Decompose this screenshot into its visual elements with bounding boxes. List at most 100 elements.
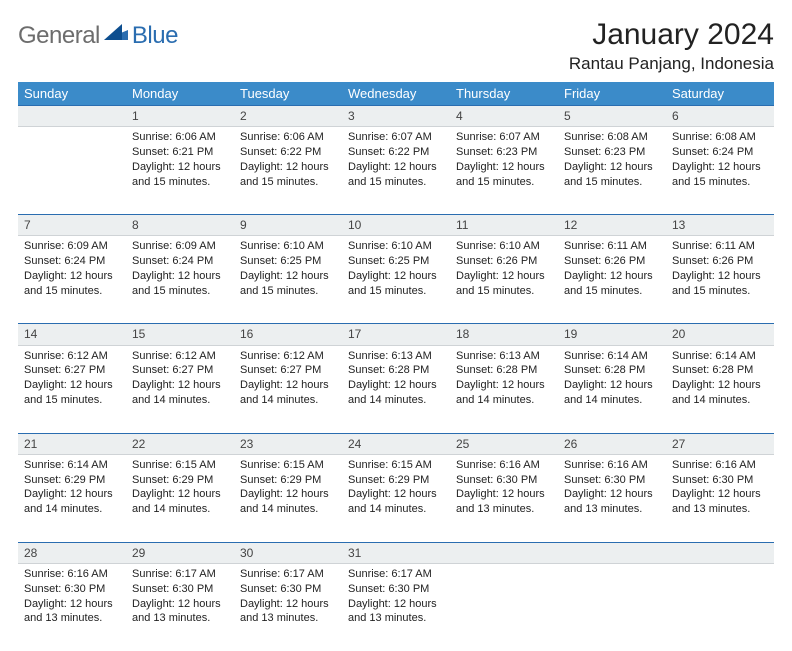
daylight-line: Daylight: 12 hours and 14 minutes. bbox=[672, 378, 768, 408]
day-details: Sunrise: 6:12 AMSunset: 6:27 PMDaylight:… bbox=[234, 346, 342, 414]
day-number-cell: 13 bbox=[666, 215, 774, 236]
day-details-row: Sunrise: 6:06 AMSunset: 6:21 PMDaylight:… bbox=[18, 127, 774, 215]
day-details-cell: Sunrise: 6:07 AMSunset: 6:22 PMDaylight:… bbox=[342, 127, 450, 215]
day-details-cell: Sunrise: 6:16 AMSunset: 6:30 PMDaylight:… bbox=[666, 454, 774, 542]
sunrise-line: Sunrise: 6:14 AM bbox=[24, 458, 120, 473]
sunset-line: Sunset: 6:30 PM bbox=[132, 582, 228, 597]
day-details-cell bbox=[18, 127, 126, 215]
day-details: Sunrise: 6:09 AMSunset: 6:24 PMDaylight:… bbox=[126, 236, 234, 304]
day-details-cell: Sunrise: 6:10 AMSunset: 6:25 PMDaylight:… bbox=[342, 236, 450, 324]
sunset-line: Sunset: 6:25 PM bbox=[348, 254, 444, 269]
sunrise-line: Sunrise: 6:08 AM bbox=[672, 130, 768, 145]
sunset-line: Sunset: 6:27 PM bbox=[240, 363, 336, 378]
day-number-cell: 4 bbox=[450, 106, 558, 127]
daylight-line: Daylight: 12 hours and 13 minutes. bbox=[564, 487, 660, 517]
day-details: Sunrise: 6:11 AMSunset: 6:26 PMDaylight:… bbox=[666, 236, 774, 304]
day-details: Sunrise: 6:14 AMSunset: 6:29 PMDaylight:… bbox=[18, 455, 126, 523]
day-number-cell bbox=[666, 542, 774, 563]
day-number-cell: 24 bbox=[342, 433, 450, 454]
day-number-cell: 30 bbox=[234, 542, 342, 563]
day-number-cell: 17 bbox=[342, 324, 450, 345]
sunrise-line: Sunrise: 6:17 AM bbox=[348, 567, 444, 582]
page-title: January 2024 bbox=[569, 18, 774, 52]
day-details-row: Sunrise: 6:16 AMSunset: 6:30 PMDaylight:… bbox=[18, 563, 774, 651]
sunrise-line: Sunrise: 6:13 AM bbox=[348, 349, 444, 364]
sunrise-line: Sunrise: 6:07 AM bbox=[348, 130, 444, 145]
sunrise-line: Sunrise: 6:10 AM bbox=[240, 239, 336, 254]
day-details: Sunrise: 6:17 AMSunset: 6:30 PMDaylight:… bbox=[342, 564, 450, 632]
sunrise-line: Sunrise: 6:08 AM bbox=[564, 130, 660, 145]
sunset-line: Sunset: 6:27 PM bbox=[24, 363, 120, 378]
sunrise-line: Sunrise: 6:16 AM bbox=[672, 458, 768, 473]
day-number-cell: 8 bbox=[126, 215, 234, 236]
day-details: Sunrise: 6:13 AMSunset: 6:28 PMDaylight:… bbox=[342, 346, 450, 414]
sunrise-line: Sunrise: 6:14 AM bbox=[672, 349, 768, 364]
day-number-cell: 3 bbox=[342, 106, 450, 127]
day-details-cell: Sunrise: 6:16 AMSunset: 6:30 PMDaylight:… bbox=[18, 563, 126, 651]
sunrise-line: Sunrise: 6:15 AM bbox=[240, 458, 336, 473]
sunrise-line: Sunrise: 6:07 AM bbox=[456, 130, 552, 145]
sunset-line: Sunset: 6:21 PM bbox=[132, 145, 228, 160]
day-details: Sunrise: 6:10 AMSunset: 6:25 PMDaylight:… bbox=[234, 236, 342, 304]
sunset-line: Sunset: 6:29 PM bbox=[132, 473, 228, 488]
sunrise-line: Sunrise: 6:06 AM bbox=[132, 130, 228, 145]
daylight-line: Daylight: 12 hours and 15 minutes. bbox=[564, 269, 660, 299]
location: Rantau Panjang, Indonesia bbox=[569, 54, 774, 74]
day-number-cell: 6 bbox=[666, 106, 774, 127]
sunset-line: Sunset: 6:30 PM bbox=[564, 473, 660, 488]
sunrise-line: Sunrise: 6:12 AM bbox=[132, 349, 228, 364]
day-number-cell: 23 bbox=[234, 433, 342, 454]
day-number-cell: 27 bbox=[666, 433, 774, 454]
daylight-line: Daylight: 12 hours and 15 minutes. bbox=[24, 269, 120, 299]
day-number-cell: 21 bbox=[18, 433, 126, 454]
sunrise-line: Sunrise: 6:11 AM bbox=[564, 239, 660, 254]
day-number-cell bbox=[450, 542, 558, 563]
sunrise-line: Sunrise: 6:12 AM bbox=[240, 349, 336, 364]
sunrise-line: Sunrise: 6:14 AM bbox=[564, 349, 660, 364]
daylight-line: Daylight: 12 hours and 15 minutes. bbox=[240, 269, 336, 299]
day-details: Sunrise: 6:07 AMSunset: 6:23 PMDaylight:… bbox=[450, 127, 558, 195]
day-details-cell: Sunrise: 6:16 AMSunset: 6:30 PMDaylight:… bbox=[450, 454, 558, 542]
sunset-line: Sunset: 6:28 PM bbox=[348, 363, 444, 378]
sunset-line: Sunset: 6:29 PM bbox=[24, 473, 120, 488]
day-number-cell: 14 bbox=[18, 324, 126, 345]
sunset-line: Sunset: 6:29 PM bbox=[240, 473, 336, 488]
sunrise-line: Sunrise: 6:13 AM bbox=[456, 349, 552, 364]
sunset-line: Sunset: 6:30 PM bbox=[456, 473, 552, 488]
day-number-cell: 31 bbox=[342, 542, 450, 563]
day-details-cell: Sunrise: 6:06 AMSunset: 6:22 PMDaylight:… bbox=[234, 127, 342, 215]
day-details: Sunrise: 6:16 AMSunset: 6:30 PMDaylight:… bbox=[666, 455, 774, 523]
day-details-cell bbox=[450, 563, 558, 651]
daylight-line: Daylight: 12 hours and 13 minutes. bbox=[348, 597, 444, 627]
daylight-line: Daylight: 12 hours and 14 minutes. bbox=[564, 378, 660, 408]
sunset-line: Sunset: 6:30 PM bbox=[24, 582, 120, 597]
day-details: Sunrise: 6:14 AMSunset: 6:28 PMDaylight:… bbox=[558, 346, 666, 414]
daylight-line: Daylight: 12 hours and 14 minutes. bbox=[240, 487, 336, 517]
sunset-line: Sunset: 6:22 PM bbox=[348, 145, 444, 160]
day-number-cell: 29 bbox=[126, 542, 234, 563]
daylight-line: Daylight: 12 hours and 13 minutes. bbox=[240, 597, 336, 627]
day-number-cell: 20 bbox=[666, 324, 774, 345]
day-number-row: 14151617181920 bbox=[18, 324, 774, 345]
day-details: Sunrise: 6:10 AMSunset: 6:26 PMDaylight:… bbox=[450, 236, 558, 304]
daylight-line: Daylight: 12 hours and 14 minutes. bbox=[24, 487, 120, 517]
sunrise-line: Sunrise: 6:10 AM bbox=[348, 239, 444, 254]
day-number-cell: 10 bbox=[342, 215, 450, 236]
sunset-line: Sunset: 6:30 PM bbox=[240, 582, 336, 597]
sunset-line: Sunset: 6:25 PM bbox=[240, 254, 336, 269]
day-number-cell: 15 bbox=[126, 324, 234, 345]
day-details-cell: Sunrise: 6:10 AMSunset: 6:25 PMDaylight:… bbox=[234, 236, 342, 324]
sunrise-line: Sunrise: 6:16 AM bbox=[24, 567, 120, 582]
day-number-cell: 7 bbox=[18, 215, 126, 236]
daylight-line: Daylight: 12 hours and 14 minutes. bbox=[348, 378, 444, 408]
day-details-cell: Sunrise: 6:17 AMSunset: 6:30 PMDaylight:… bbox=[342, 563, 450, 651]
day-number-cell: 1 bbox=[126, 106, 234, 127]
day-details-cell: Sunrise: 6:09 AMSunset: 6:24 PMDaylight:… bbox=[126, 236, 234, 324]
day-number-cell: 25 bbox=[450, 433, 558, 454]
day-details-cell: Sunrise: 6:06 AMSunset: 6:21 PMDaylight:… bbox=[126, 127, 234, 215]
day-details-cell bbox=[558, 563, 666, 651]
weekday-header: Thursday bbox=[450, 82, 558, 106]
day-details-cell: Sunrise: 6:14 AMSunset: 6:28 PMDaylight:… bbox=[558, 345, 666, 433]
daylight-line: Daylight: 12 hours and 13 minutes. bbox=[132, 597, 228, 627]
day-number-cell: 22 bbox=[126, 433, 234, 454]
